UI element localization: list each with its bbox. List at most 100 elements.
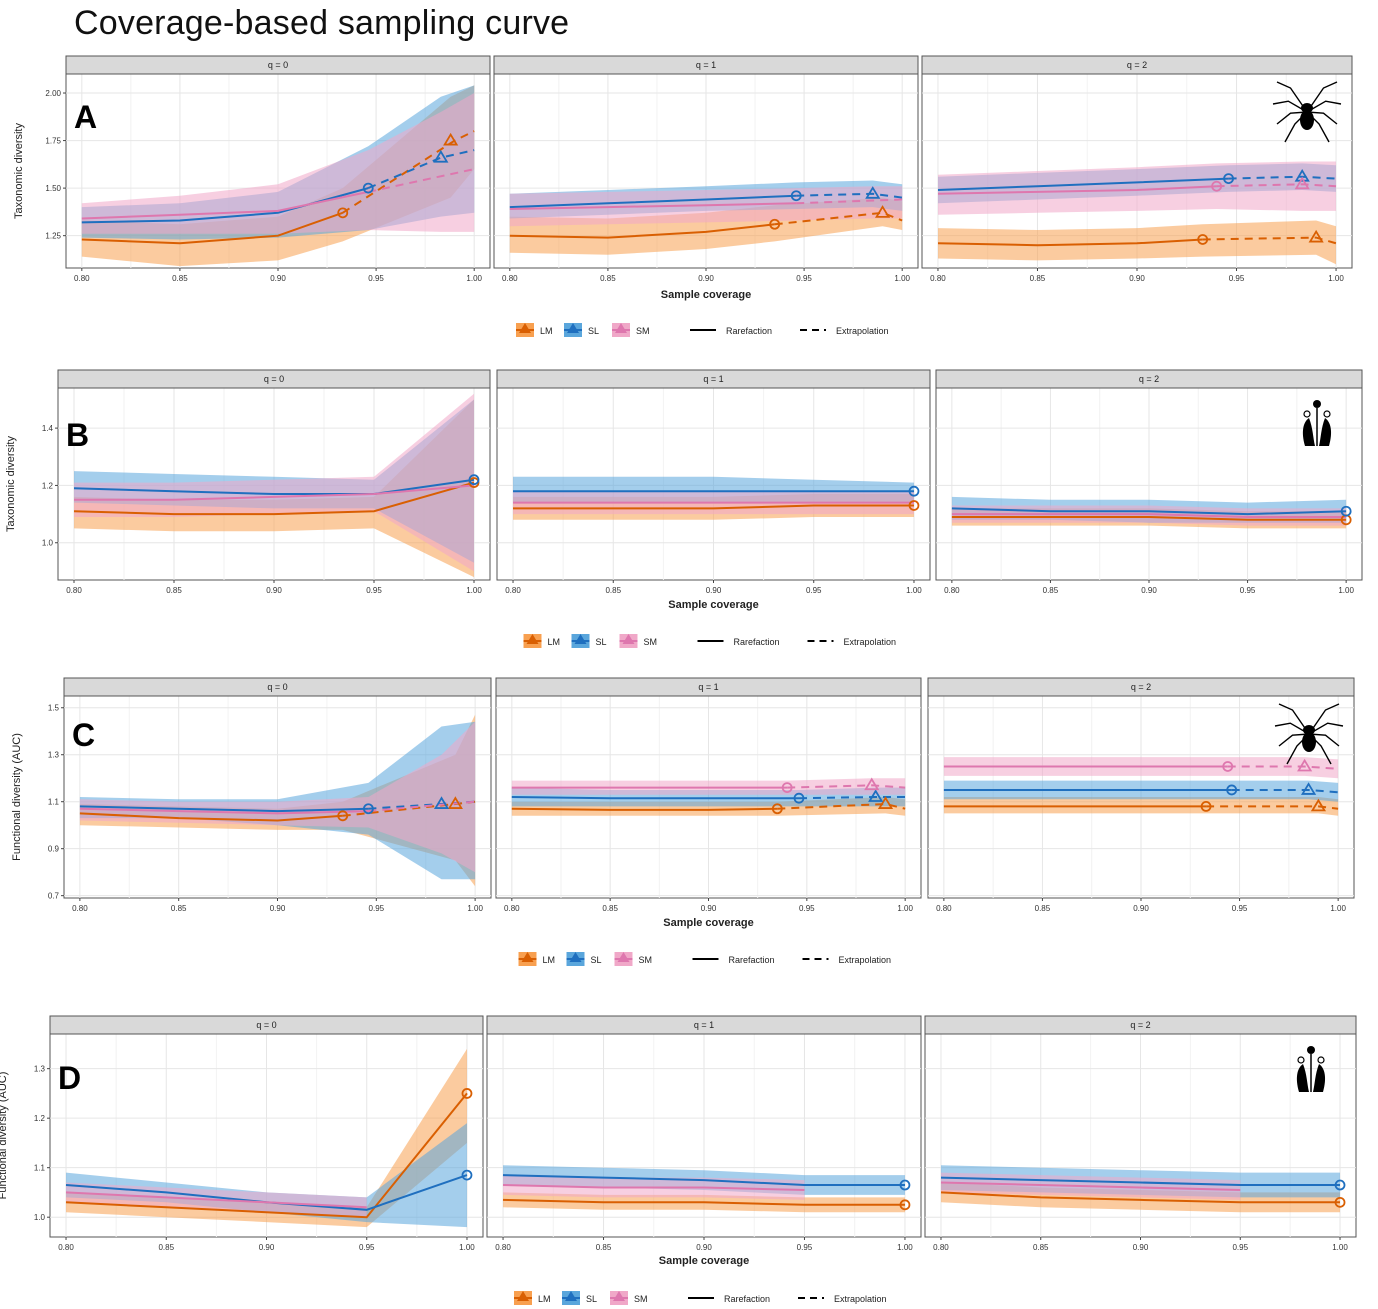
y-tick-label: 1.0: [42, 539, 54, 548]
observed-point-LM: [769, 218, 781, 230]
panel-letter: D: [58, 1060, 81, 1096]
legend-label-LM: LM: [538, 1294, 551, 1304]
x-tick-label: 0.95: [359, 1243, 375, 1252]
rarefaction-line-SM: [502, 1184, 805, 1191]
observed-point-SM: [781, 782, 793, 794]
observed-point-SL: [468, 474, 480, 486]
extrapolated-point-LM: [1308, 229, 1324, 243]
extrapolation-line-SM: [787, 784, 906, 789]
facet-strip-label: q = 2: [1127, 60, 1147, 70]
legend-key-triangle: [519, 323, 531, 333]
legend-key-triangle: [521, 952, 534, 962]
extrapolated-point-LM: [1310, 798, 1327, 812]
x-tick-label: 0.80: [933, 1243, 949, 1252]
legend-label-SM: SM: [636, 326, 650, 336]
x-tick-label: 0.95: [1232, 1243, 1248, 1252]
facet-strip-label: q = 2: [1131, 682, 1151, 692]
facet-D-0: q = 0 0.80 0.85 0.90 0.95 1.00 1.0 1.1 1.2 1.3: [34, 1015, 484, 1252]
x-tick-label: 0.80: [58, 1243, 74, 1252]
observed-point-SM: [1211, 180, 1223, 192]
facet-strip-label: q = 0: [256, 1020, 276, 1030]
x-tick-label: 0.95: [1229, 274, 1245, 283]
facet-strip: [496, 369, 931, 389]
x-tick-label: 0.80: [72, 904, 88, 913]
facet-D-1: q = 1 0.80 0.85 0.90 0.95 1.00: [486, 1015, 922, 1252]
x-tick-label: 0.80: [930, 274, 946, 283]
plot-area: [81, 85, 475, 267]
legend-label-SM: SM: [639, 955, 653, 965]
ci-band-SM: [951, 505, 1347, 526]
extrapolation-line-SM: [367, 168, 475, 193]
extrapolated-point-SL: [1294, 168, 1310, 182]
legend-label-dashed: Extrapolation: [839, 955, 892, 965]
x-tick-label: 0.80: [944, 586, 960, 595]
x-tick-label: 0.90: [1133, 1243, 1149, 1252]
rarefaction-line-LM: [513, 504, 914, 510]
legend: LM SL SM Rarefaction Extrapolation: [523, 634, 896, 648]
legend: LM SL SM Rarefaction Extrapolation: [518, 952, 892, 966]
x-tick-label: 0.90: [1133, 904, 1149, 913]
extrapolation-line-SL: [796, 192, 903, 199]
observed-point-LM: [1334, 1196, 1346, 1208]
x-tick-label: 1.00: [1338, 586, 1354, 595]
rarefaction-line-LM: [511, 807, 778, 811]
observed-point-LM: [461, 1088, 473, 1099]
facet-A-2: q = 2 0.80 0.85 0.90 0.95 1.00: [921, 55, 1353, 283]
rarefaction-line-SL: [73, 478, 475, 495]
facet-strip-label: q = 0: [267, 682, 287, 692]
x-tick-label: 0.90: [266, 586, 282, 595]
ci-band-SM: [511, 778, 906, 795]
y-tick-label: 1.75: [45, 137, 61, 146]
y-tick-label: 1.4: [42, 424, 54, 433]
legend-key-triangle: [567, 323, 579, 333]
x-tick-label: 0.80: [66, 586, 82, 595]
extrapolation-line-SL: [367, 149, 475, 190]
observed-point-SL: [1226, 784, 1238, 796]
facet-strip: [63, 677, 492, 697]
facet-D-2: q = 2 0.80 0.85 0.90 0.95 1.00: [924, 1015, 1357, 1252]
rarefaction-line-LM: [940, 1191, 1340, 1204]
facet-strip: [921, 55, 1353, 75]
x-tick-label: 0.90: [270, 274, 286, 283]
plot-area: [937, 161, 1337, 265]
x-axis-label: Sample coverage: [668, 599, 759, 611]
chart-row-D: Functional diversity (AUC) q = 0 0.80 0.85 0…: [0, 1015, 1357, 1305]
rarefaction-line-SM: [74, 484, 475, 501]
rarefaction-line-SL: [937, 177, 1229, 191]
x-tick-label: 0.85: [1035, 904, 1051, 913]
x-tick-label: 0.90: [698, 274, 714, 283]
ci-band-SL: [79, 721, 476, 880]
extrapolated-point-LM: [877, 796, 894, 809]
extrapolated-point-SM: [1294, 176, 1310, 190]
x-tick-label: 0.80: [504, 904, 520, 913]
x-tick-label: 1.00: [459, 1243, 475, 1252]
observed-point-SL: [1334, 1179, 1346, 1191]
legend-label-solid: Rarefaction: [724, 1294, 770, 1304]
y-tick-label: 1.2: [42, 481, 54, 490]
facet-strip-label: q = 0: [268, 60, 288, 70]
rarefaction-line-SM: [79, 807, 369, 815]
plant-icon: [1296, 1046, 1326, 1092]
y-axis-label: Functional diversity (AUC): [11, 733, 23, 861]
x-axis-label: Sample coverage: [659, 1255, 750, 1267]
x-tick-label: 1.00: [466, 274, 482, 283]
legend-label-LM: LM: [548, 637, 561, 647]
rarefaction-line-SL: [79, 805, 369, 813]
extrapolated-point-SL: [1300, 782, 1317, 795]
y-tick-label: 1.50: [45, 184, 61, 193]
x-tick-label: 1.00: [897, 1243, 913, 1252]
x-tick-label: 0.95: [796, 274, 812, 283]
x-tick-label: 0.90: [259, 1243, 275, 1252]
x-tick-label: 0.95: [1232, 904, 1248, 913]
x-axis-label: Sample coverage: [663, 917, 754, 929]
rarefaction-line-SL: [940, 1176, 1340, 1186]
rarefaction-line-SL: [502, 1174, 905, 1186]
x-tick-label: 0.80: [936, 904, 952, 913]
x-tick-label: 1.00: [894, 274, 910, 283]
x-tick-label: 0.95: [368, 274, 384, 283]
facet-strip: [935, 369, 1363, 389]
plot-area: [73, 393, 480, 578]
y-tick-label: 1.0: [34, 1213, 46, 1222]
observed-point-LM: [771, 803, 783, 815]
y-axis-label: Taxonomic diversity: [13, 123, 25, 219]
